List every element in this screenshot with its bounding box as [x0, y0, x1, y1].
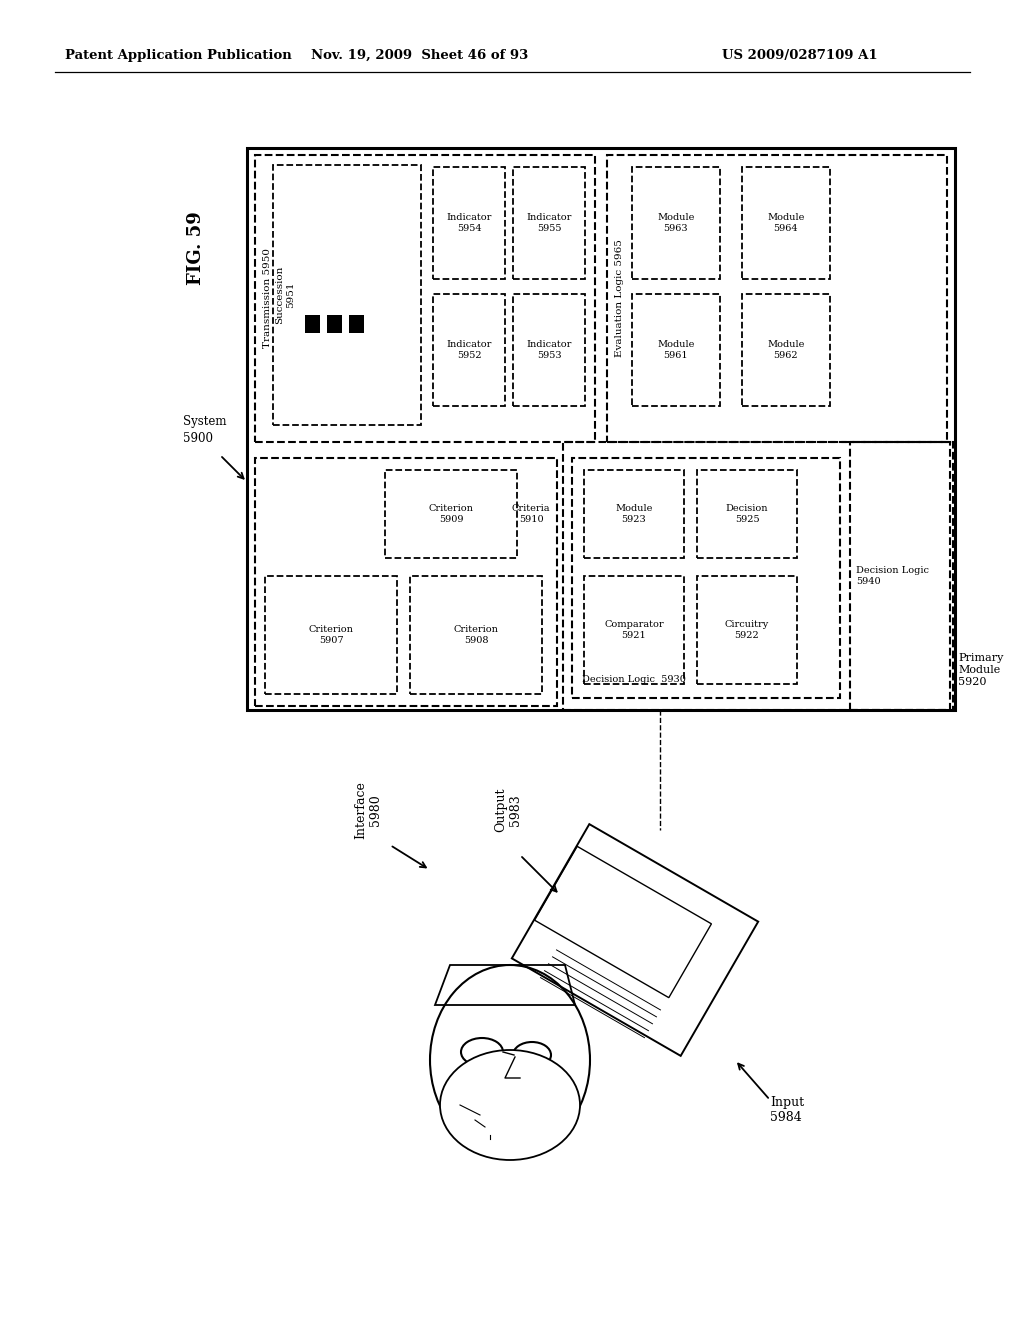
Bar	[513, 294, 585, 407]
Bar	[572, 458, 840, 698]
Text: Input
5984: Input 5984	[770, 1096, 804, 1125]
Text: Output
5983: Output 5983	[494, 788, 522, 832]
Text: Indicator
5953: Indicator 5953	[526, 341, 571, 360]
Text: Decision Logic  5930: Decision Logic 5930	[582, 676, 686, 685]
Bar	[607, 154, 947, 442]
Text: Interface
5980: Interface 5980	[354, 781, 382, 840]
Bar	[584, 576, 684, 684]
Bar	[327, 315, 342, 333]
Text: FIG. 59: FIG. 59	[187, 211, 205, 285]
Bar	[273, 165, 421, 425]
Text: Patent Application Publication: Patent Application Publication	[65, 49, 292, 62]
Text: Decision
5925: Decision 5925	[726, 504, 768, 524]
Text: Criteria
5910: Criteria 5910	[512, 504, 550, 524]
Bar	[632, 294, 720, 407]
Bar	[247, 148, 955, 710]
Text: Indicator
5955: Indicator 5955	[526, 214, 571, 232]
Text: Decision Logic
5940: Decision Logic 5940	[856, 566, 929, 586]
Text: Criterion
5909: Criterion 5909	[429, 504, 473, 524]
Text: Criterion
5907: Criterion 5907	[308, 626, 353, 644]
Bar	[410, 576, 542, 694]
Bar	[255, 458, 557, 706]
Bar	[385, 470, 517, 558]
Text: Indicator
5952: Indicator 5952	[446, 341, 492, 360]
Text: Module
5923: Module 5923	[615, 504, 652, 524]
Bar	[349, 315, 364, 333]
Bar	[742, 168, 830, 279]
Text: US 2009/0287109 A1: US 2009/0287109 A1	[722, 49, 878, 62]
Text: Nov. 19, 2009  Sheet 46 of 93: Nov. 19, 2009 Sheet 46 of 93	[311, 49, 528, 62]
Text: Circuitry
5922: Circuitry 5922	[725, 620, 769, 640]
Text: Evaluation Logic 5965: Evaluation Logic 5965	[614, 239, 624, 356]
Bar	[305, 315, 319, 333]
Text: Module
5961: Module 5961	[657, 341, 694, 360]
Bar	[850, 442, 950, 710]
Text: Succession
5951: Succession 5951	[275, 265, 295, 325]
Text: Indicator
5954: Indicator 5954	[446, 214, 492, 232]
Bar	[742, 294, 830, 407]
Bar	[697, 470, 797, 558]
Text: Primary
Module
5920: Primary Module 5920	[958, 653, 1004, 686]
Text: Module
5962: Module 5962	[767, 341, 805, 360]
Ellipse shape	[440, 1049, 580, 1160]
Bar	[265, 576, 397, 694]
Bar	[433, 168, 505, 279]
Text: Comparator
5921: Comparator 5921	[604, 620, 664, 640]
Bar	[632, 168, 720, 279]
Bar	[697, 576, 797, 684]
Text: System: System	[183, 416, 226, 429]
Text: Criterion
5908: Criterion 5908	[454, 626, 499, 644]
Text: Module
5963: Module 5963	[657, 214, 694, 232]
Text: 5900: 5900	[183, 432, 213, 445]
Bar	[584, 470, 684, 558]
Text: Transmission 5950: Transmission 5950	[262, 248, 271, 348]
Text: Module
5964: Module 5964	[767, 214, 805, 232]
Bar	[563, 442, 953, 710]
Bar	[433, 294, 505, 407]
Bar	[513, 168, 585, 279]
Bar	[255, 154, 595, 442]
